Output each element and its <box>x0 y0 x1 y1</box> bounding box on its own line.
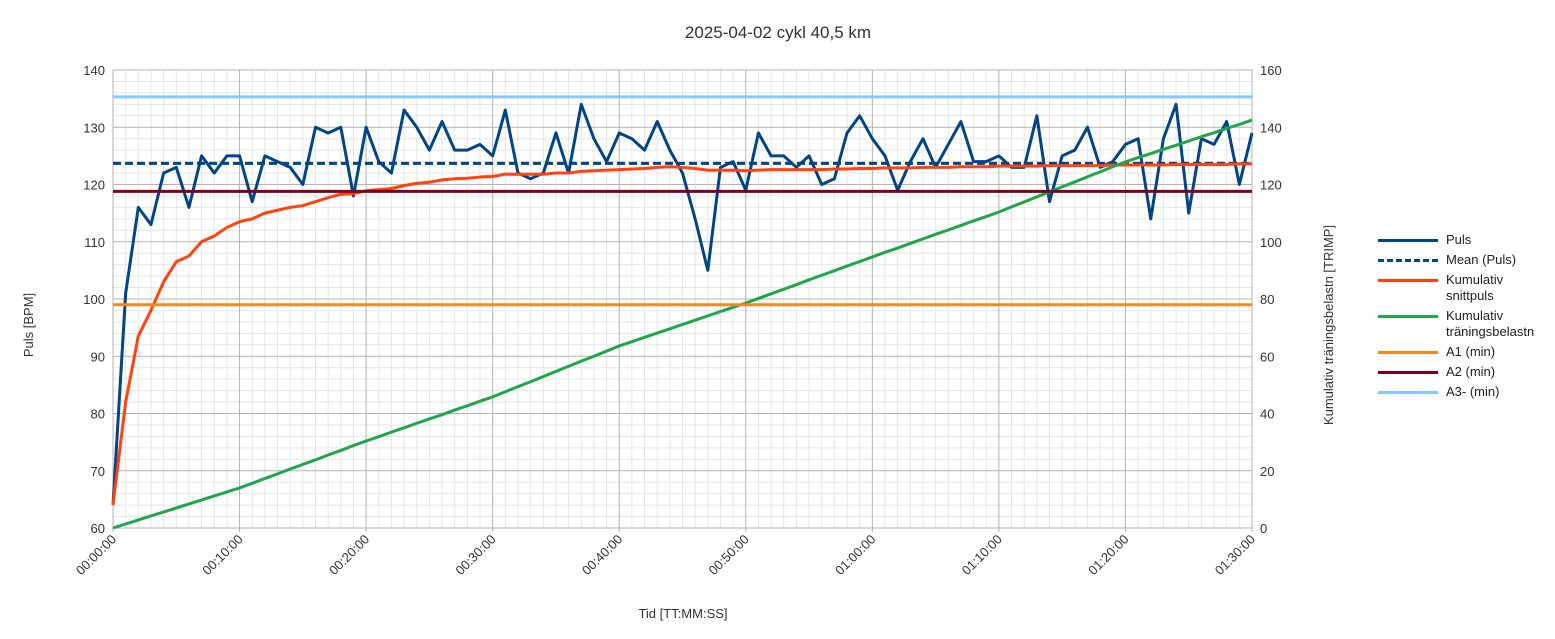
legend-item: Kumulativ snittpuls <box>1378 272 1553 304</box>
series-line <box>111 162 1252 506</box>
legend-item: Kumulativ träningsbelastn <box>1378 308 1553 340</box>
legend-item: Mean (Puls) <box>1378 252 1553 268</box>
x-axis-label: Tid [TT:MM:SS] <box>638 606 727 621</box>
y-tick-label: 110 <box>84 235 105 250</box>
legend-item: A3- (min) <box>1378 384 1553 400</box>
y-tick-label: 130 <box>83 120 105 135</box>
legend-label: Puls <box>1446 232 1472 247</box>
legend-item: A2 (min) <box>1378 364 1553 380</box>
y2-tick-label: 20 <box>1260 464 1274 479</box>
legend-label: Kumulativ träningsbelastn <box>1446 308 1535 339</box>
legend: Puls Mean (Puls) Kumulativ snittpuls Kumula… <box>1378 232 1553 404</box>
series-line <box>112 118 1253 530</box>
x-tick-label: 00:50:00 <box>706 532 752 578</box>
y-tick-label: 80 <box>91 407 105 422</box>
y2-tick-label: 40 <box>1260 407 1274 422</box>
x-tick-label: 01:00:00 <box>832 532 878 578</box>
x-tick-label: 01:30:00 <box>1212 532 1258 578</box>
y2-tick-label: 0 <box>1260 521 1267 536</box>
series-line <box>111 102 1254 506</box>
y2-tick-label: 120 <box>1260 178 1282 193</box>
x-tick-label: 00:20:00 <box>326 532 372 578</box>
y-axis-label: Puls [BPM] <box>21 293 36 357</box>
legend-item: A1 (min) <box>1378 344 1553 360</box>
legend-swatch <box>1378 252 1438 268</box>
legend-item: Puls <box>1378 232 1553 248</box>
y2-tick-label: 140 <box>1260 120 1282 135</box>
y2-tick-label: 60 <box>1260 349 1274 364</box>
x-tick-label: 00:10:00 <box>199 532 245 578</box>
y2-tick-label: 160 <box>1260 63 1282 78</box>
legend-swatch <box>1378 308 1438 324</box>
y-tick-label: 120 <box>83 178 105 193</box>
x-tick-label: 01:10:00 <box>959 532 1005 578</box>
legend-label: Mean (Puls) <box>1446 252 1517 267</box>
x-tick-label: 01:20:00 <box>1085 532 1131 578</box>
legend-label: A1 (min) <box>1446 344 1496 359</box>
legend-swatch <box>1378 384 1438 400</box>
legend-swatch <box>1378 272 1438 288</box>
plot-frame <box>112 69 1253 529</box>
x-tick-label: 00:40:00 <box>579 532 625 578</box>
x-tick-label: 00:30:00 <box>452 532 498 578</box>
legend-swatch <box>1378 364 1438 380</box>
y2-tick-label: 100 <box>1260 235 1282 250</box>
legend-swatch <box>1378 344 1438 360</box>
y-tick-label: 100 <box>83 292 105 307</box>
y-tick-label: 140 <box>83 63 105 78</box>
y-tick-label: 60 <box>91 521 105 536</box>
legend-label: A3- (min) <box>1446 384 1500 399</box>
chart-title: 2025-04-02 cykl 40,5 km <box>685 23 871 42</box>
y-tick-label: 90 <box>91 349 105 364</box>
x-tick-label: 00:00:00 <box>73 532 119 578</box>
legend-label: Kumulativ snittpuls <box>1446 272 1504 303</box>
legend-swatch <box>1378 232 1438 248</box>
legend-label: A2 (min) <box>1446 364 1496 379</box>
y2-tick-label: 80 <box>1260 292 1274 307</box>
y-tick-label: 70 <box>91 464 105 479</box>
y2-axis-label: Kumulativ träningsbelastn [TRIMP] <box>1321 225 1336 425</box>
